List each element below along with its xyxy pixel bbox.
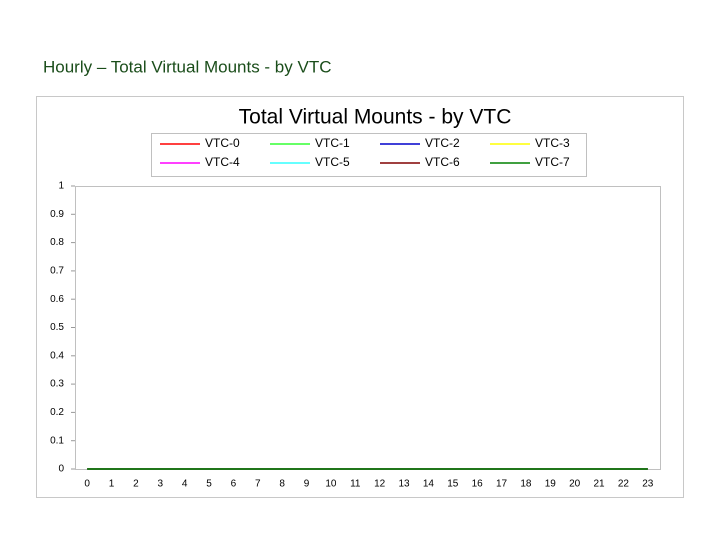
x-tick-label: 23 — [642, 479, 654, 490]
x-tick-label: 8 — [279, 479, 285, 490]
x-tick-label: 18 — [520, 479, 532, 490]
x-tick-label: 9 — [304, 479, 310, 490]
x-tick-label: 4 — [182, 479, 188, 490]
y-tick-label: 0.7 — [50, 266, 64, 277]
x-tick-label: 2 — [133, 479, 139, 490]
plot-area — [75, 186, 661, 470]
x-tick-label: 22 — [618, 479, 630, 490]
x-tick-label: 7 — [255, 479, 261, 490]
y-tick-label: 0.5 — [50, 322, 64, 333]
x-tick-label: 5 — [206, 479, 212, 490]
y-tick-label: 0.1 — [50, 435, 64, 446]
x-tick-label: 15 — [447, 479, 459, 490]
y-tick-label: 0 — [58, 464, 64, 475]
legend-label: VTC-0 — [205, 136, 240, 150]
legend-label: VTC-5 — [315, 155, 350, 169]
x-tick-label: 17 — [496, 479, 508, 490]
y-tick-label: 1 — [58, 181, 64, 192]
y-tick-label: 0.6 — [50, 294, 64, 305]
x-tick-label: 21 — [594, 479, 606, 490]
y-tick-label: 0.2 — [50, 407, 64, 418]
x-tick-label: 0 — [84, 479, 90, 490]
legend-label: VTC-6 — [425, 155, 460, 169]
x-tick-label: 19 — [545, 479, 557, 490]
y-tick-label: 0.9 — [50, 209, 64, 220]
y-tick-label: 0.3 — [50, 379, 64, 390]
y-tick-label: 0.8 — [50, 237, 64, 248]
legend-label: VTC-1 — [315, 136, 350, 150]
y-tick-label: 0.4 — [50, 350, 64, 361]
x-tick-label: 20 — [569, 479, 581, 490]
legend-label: VTC-3 — [535, 136, 570, 150]
x-tick-label: 16 — [472, 479, 484, 490]
x-tick-label: 11 — [350, 479, 361, 490]
x-tick-label: 12 — [374, 479, 386, 490]
legend-label: VTC-4 — [205, 155, 240, 169]
x-tick-label: 3 — [158, 479, 164, 490]
x-tick-label: 10 — [325, 479, 337, 490]
heading: Hourly – Total Virtual Mounts - by VTC — [43, 57, 332, 76]
chart-title: Total Virtual Mounts - by VTC — [239, 106, 512, 129]
x-tick-label: 1 — [109, 479, 115, 490]
legend-label: VTC-2 — [425, 136, 460, 150]
x-tick-label: 6 — [231, 479, 237, 490]
x-tick-label: 13 — [399, 479, 411, 490]
x-tick-label: 14 — [423, 479, 435, 490]
legend-label: VTC-7 — [535, 155, 570, 169]
legend — [151, 133, 587, 177]
